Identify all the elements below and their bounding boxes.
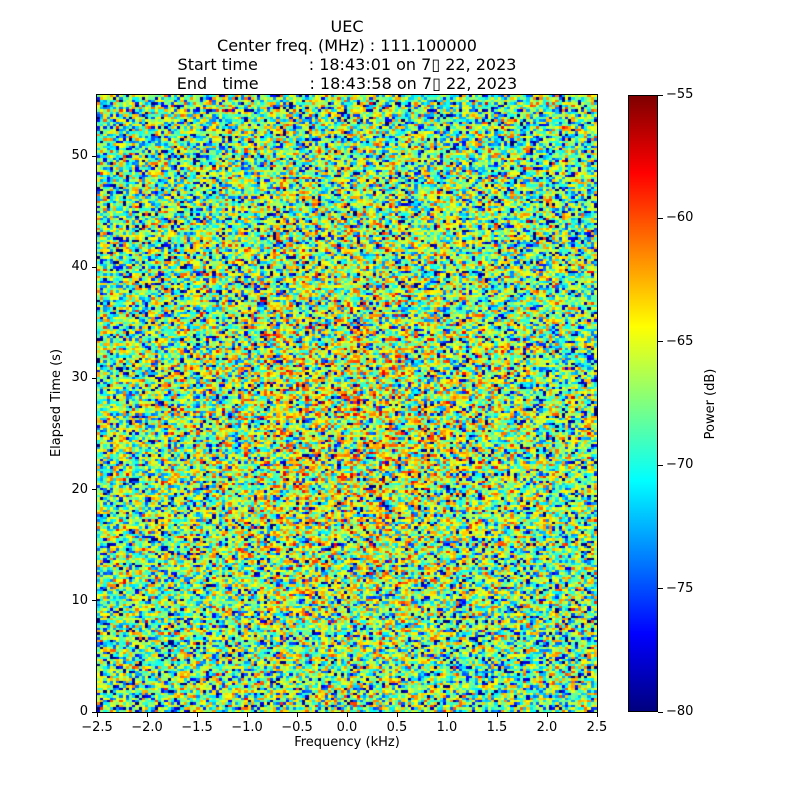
x-tick-mark xyxy=(296,712,298,717)
colorbar-tick-mark xyxy=(658,464,663,466)
x-tick-mark xyxy=(346,712,348,717)
colorbar-tick-label: −75 xyxy=(666,580,694,596)
colorbar-tick-mark xyxy=(658,94,663,96)
x-tick-label: −2.0 xyxy=(131,720,163,735)
chart-title: UEC xyxy=(330,17,364,36)
x-tick-mark xyxy=(546,712,548,717)
colorbar-tick-label: −65 xyxy=(666,333,694,349)
y-tick-mark xyxy=(92,711,97,713)
chart-subtitle-center-freq: Center freq. (MHz) : 111.100000 xyxy=(217,36,477,55)
chart-subtitle-end-time: End time : 18:43:58 on 7▯ 22, 2023 xyxy=(176,74,518,93)
colorbar-tick-label: −60 xyxy=(666,210,694,226)
y-tick-label: 30 xyxy=(71,370,88,386)
x-tick-mark xyxy=(446,712,448,717)
y-tick-mark xyxy=(92,377,97,379)
colorbar-tick-label: −80 xyxy=(666,704,694,719)
colorbar-tick-mark xyxy=(658,588,663,590)
colorbar-tick-mark xyxy=(658,217,663,219)
x-tick-label: 0.0 xyxy=(336,720,358,735)
colorbar-gradient xyxy=(628,95,658,712)
x-tick-label: −1.0 xyxy=(231,720,263,735)
colorbar-tick-label: −70 xyxy=(666,457,694,473)
y-tick-label: 0 xyxy=(79,704,88,719)
x-tick-label: 1.0 xyxy=(436,720,458,735)
x-tick-mark xyxy=(146,712,148,717)
y-tick-mark xyxy=(92,600,97,602)
x-axis-label: Frequency (kHz) xyxy=(294,735,400,750)
x-tick-label: 2.0 xyxy=(536,720,558,735)
y-tick-label: 10 xyxy=(71,592,88,608)
colorbar-tick-label: −55 xyxy=(666,87,694,102)
x-tick-label: −0.5 xyxy=(281,720,313,735)
x-tick-label: 0.5 xyxy=(386,720,408,735)
x-tick-label: 2.5 xyxy=(586,720,608,735)
colorbar-tick-mark xyxy=(658,341,663,343)
colorbar-tick-mark xyxy=(658,711,663,713)
x-tick-label: −1.5 xyxy=(181,720,213,735)
x-tick-label: −2.5 xyxy=(81,720,113,735)
x-tick-mark xyxy=(496,712,498,717)
y-axis-label: Elapsed Time (s) xyxy=(49,348,64,458)
y-tick-mark xyxy=(92,155,97,157)
x-tick-mark xyxy=(196,712,198,717)
chart-title-block: UEC Center freq. (MHz) : 111.100000 Star… xyxy=(97,17,597,93)
y-tick-label: 20 xyxy=(71,481,88,497)
x-tick-mark xyxy=(596,712,598,717)
spectrogram-heatmap-canvas xyxy=(97,95,597,712)
x-tick-label: 1.5 xyxy=(486,720,508,735)
x-tick-mark xyxy=(96,712,98,717)
y-tick-mark xyxy=(92,489,97,491)
y-tick-label: 40 xyxy=(71,259,88,275)
x-tick-mark xyxy=(396,712,398,717)
colorbar-axis-label: Power (dB) xyxy=(703,368,718,440)
y-tick-mark xyxy=(92,266,97,268)
chart-subtitle-start-time: Start time : 18:43:01 on 7▯ 22, 2023 xyxy=(177,55,517,74)
x-tick-mark xyxy=(246,712,248,717)
y-tick-label: 50 xyxy=(71,148,88,164)
